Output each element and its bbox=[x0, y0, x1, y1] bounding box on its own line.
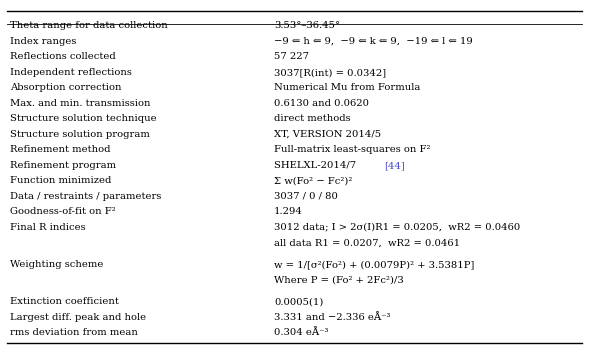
Text: 0.6130 and 0.0620: 0.6130 and 0.0620 bbox=[274, 99, 369, 108]
Text: Where P = (Fo² + 2Fc²)/3: Where P = (Fo² + 2Fc²)/3 bbox=[274, 275, 403, 284]
Text: Max. and min. transmission: Max. and min. transmission bbox=[10, 99, 151, 108]
Text: Final R indices: Final R indices bbox=[10, 223, 85, 232]
Text: Full-matrix least-squares on F²: Full-matrix least-squares on F² bbox=[274, 145, 431, 154]
Text: Absorption correction: Absorption correction bbox=[10, 83, 121, 92]
Text: rms deviation from mean: rms deviation from mean bbox=[10, 328, 138, 337]
Text: 3037 / 0 / 80: 3037 / 0 / 80 bbox=[274, 192, 337, 201]
Text: Weighting scheme: Weighting scheme bbox=[10, 260, 104, 269]
Text: Largest diff. peak and hole: Largest diff. peak and hole bbox=[10, 313, 146, 321]
Text: Structure solution program: Structure solution program bbox=[10, 130, 150, 139]
Text: Data / restraints / parameters: Data / restraints / parameters bbox=[10, 192, 161, 201]
Text: 0.0005(1): 0.0005(1) bbox=[274, 297, 323, 306]
Text: Structure solution technique: Structure solution technique bbox=[10, 114, 157, 123]
Text: 3037[R(int) = 0.0342]: 3037[R(int) = 0.0342] bbox=[274, 68, 386, 77]
Text: 3012 data; I > 2σ(I)R1 = 0.0205,  wR2 = 0.0460: 3012 data; I > 2σ(I)R1 = 0.0205, wR2 = 0… bbox=[274, 223, 520, 232]
Text: Refinement program: Refinement program bbox=[10, 161, 116, 170]
Text: 1.294: 1.294 bbox=[274, 207, 303, 216]
Text: all data R1 = 0.0207,  wR2 = 0.0461: all data R1 = 0.0207, wR2 = 0.0461 bbox=[274, 238, 460, 247]
Text: [44]: [44] bbox=[384, 161, 405, 170]
Text: −9 ⇐ h ⇐ 9,  −9 ⇐ k ⇐ 9,  −19 ⇐ l ⇐ 19: −9 ⇐ h ⇐ 9, −9 ⇐ k ⇐ 9, −19 ⇐ l ⇐ 19 bbox=[274, 37, 472, 46]
Text: Refinement method: Refinement method bbox=[10, 145, 111, 154]
Text: 57 227: 57 227 bbox=[274, 52, 309, 62]
Text: Function minimized: Function minimized bbox=[10, 176, 111, 185]
Text: Extinction coefficient: Extinction coefficient bbox=[10, 297, 119, 306]
Text: Theta range for data collection: Theta range for data collection bbox=[10, 21, 168, 31]
Text: SHELXL-2014/7: SHELXL-2014/7 bbox=[274, 161, 359, 170]
Text: 3.331 and −2.336 eÅ⁻³: 3.331 and −2.336 eÅ⁻³ bbox=[274, 313, 391, 321]
Text: w = 1/[σ²(Fo²) + (0.0079P)² + 3.5381P]: w = 1/[σ²(Fo²) + (0.0079P)² + 3.5381P] bbox=[274, 260, 474, 269]
Text: Numerical Mu from Formula: Numerical Mu from Formula bbox=[274, 83, 421, 92]
Text: Independent reflections: Independent reflections bbox=[10, 68, 132, 77]
Text: Reflections collected: Reflections collected bbox=[10, 52, 116, 62]
Text: Goodness-of-fit on F²: Goodness-of-fit on F² bbox=[10, 207, 116, 216]
Text: 0.304 eÅ⁻³: 0.304 eÅ⁻³ bbox=[274, 328, 328, 337]
Text: XT, VERSION 2014/5: XT, VERSION 2014/5 bbox=[274, 130, 381, 139]
Text: Σ w(Fo² − Fc²)²: Σ w(Fo² − Fc²)² bbox=[274, 176, 352, 185]
Text: Index ranges: Index ranges bbox=[10, 37, 77, 46]
Text: 3.53°–36.45°: 3.53°–36.45° bbox=[274, 21, 340, 31]
Text: direct methods: direct methods bbox=[274, 114, 350, 123]
